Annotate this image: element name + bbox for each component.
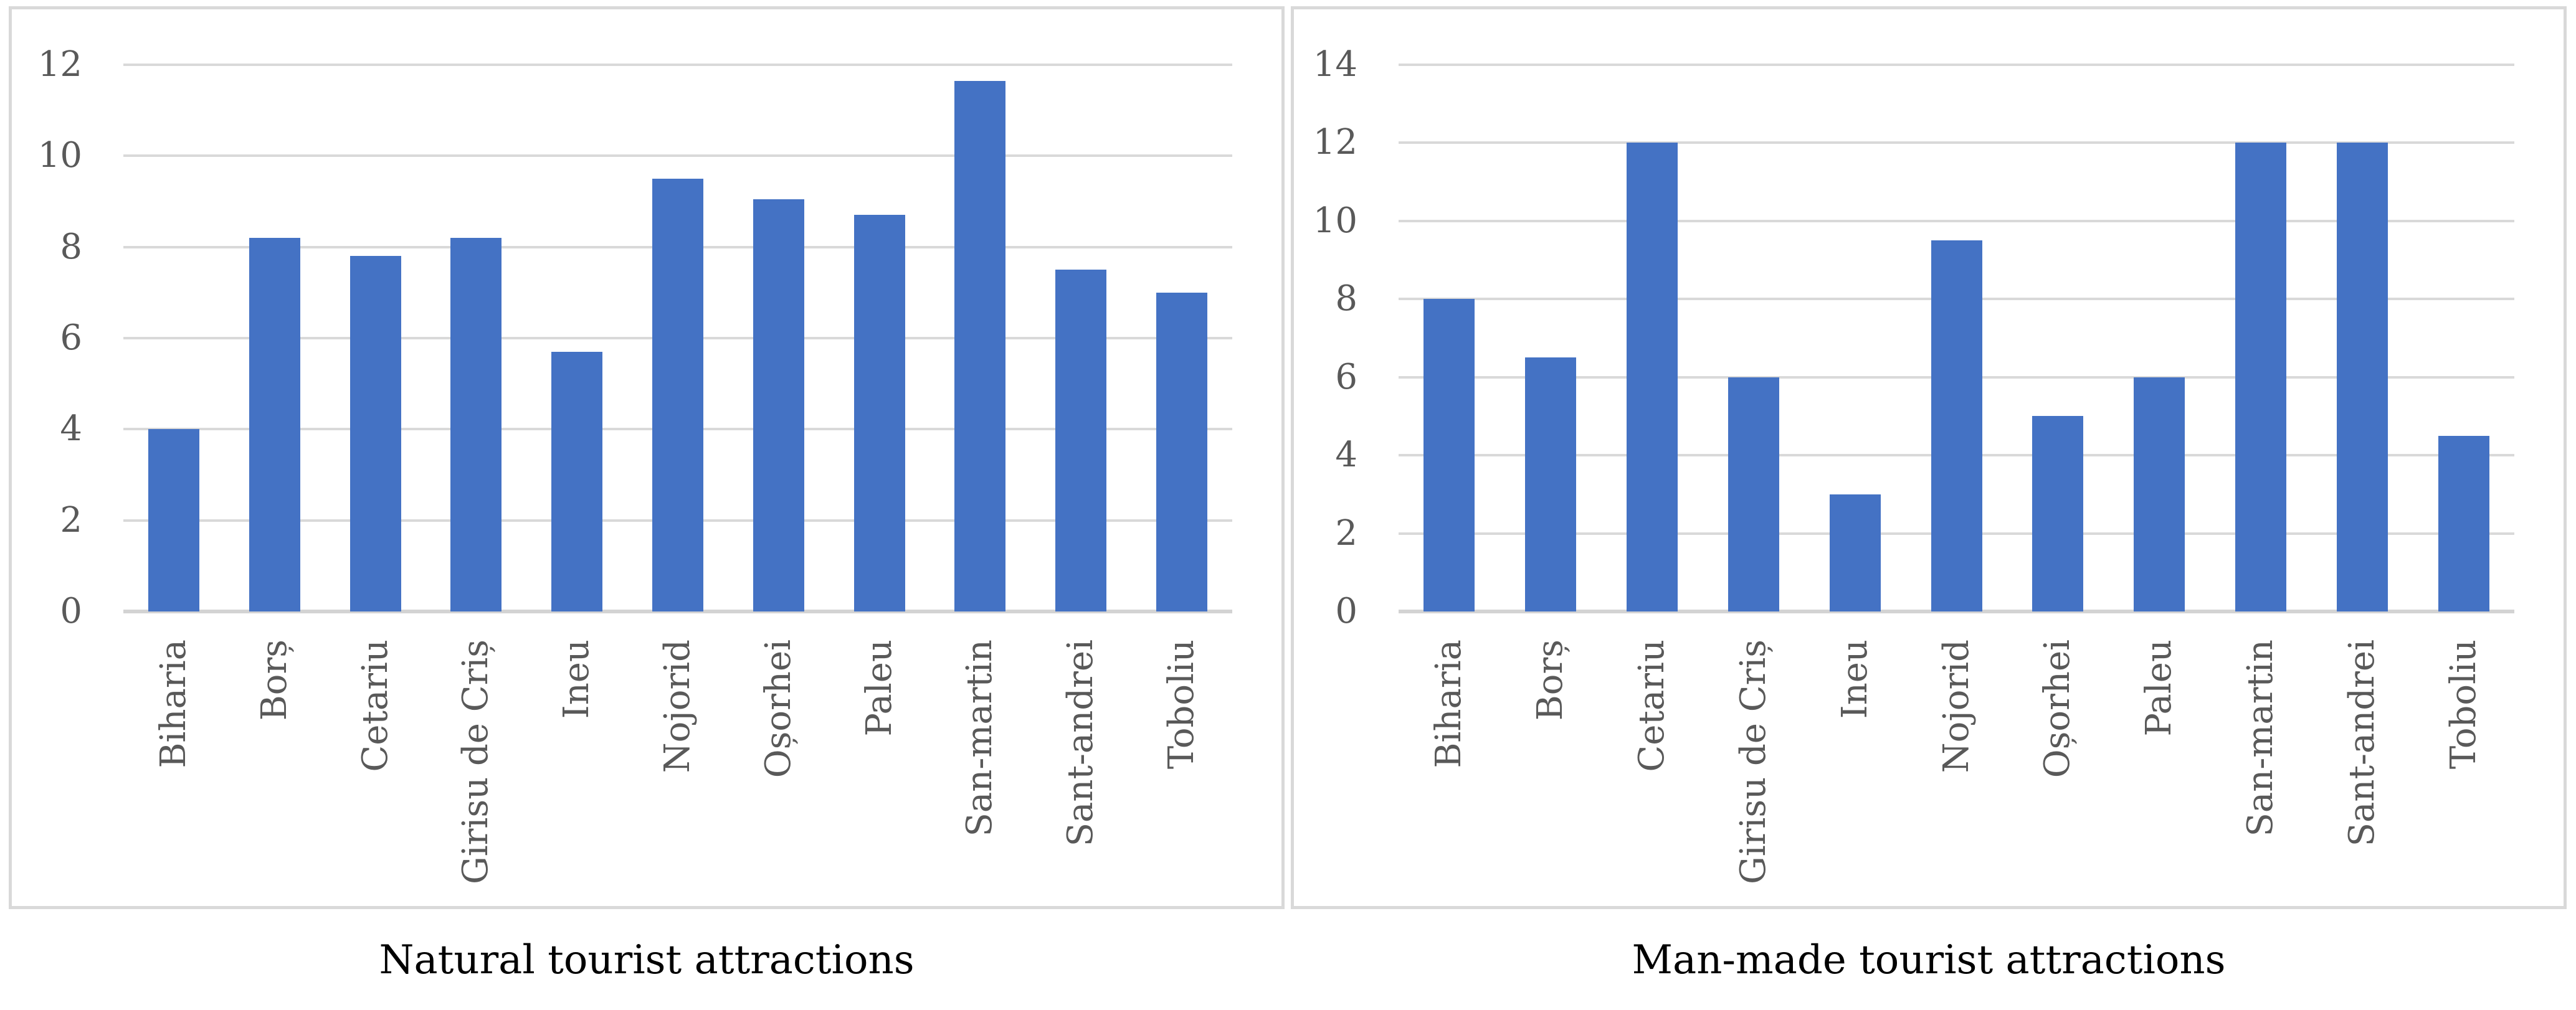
bar-oșorhei xyxy=(753,199,804,611)
x-category-label: Girisu de Criș xyxy=(455,640,497,884)
x-category-label: Oșorhei xyxy=(2037,640,2078,778)
x-category-label: Ineu xyxy=(1834,640,1875,719)
y-tick-label: 0 xyxy=(1335,591,1357,631)
x-category-label: Sant-andrei xyxy=(1060,640,1101,847)
gridline xyxy=(1399,64,2514,66)
bar-ineu xyxy=(551,351,603,611)
bar-biharia xyxy=(1423,299,1475,611)
chart-panel-manmade: 0 2 4 6 8 10 12 14 Biharia Borș Cetariu Girisu de C… xyxy=(1291,6,2567,909)
bar-cetariu xyxy=(1627,143,1678,611)
x-category-label: Biharia xyxy=(153,640,194,768)
y-tick-label: 6 xyxy=(1335,356,1357,397)
x-category-label: Oșorhei xyxy=(758,640,799,778)
bar-san-martin xyxy=(2235,143,2286,611)
chart-panel-natural: 0 2 4 6 8 10 12 Biharia Borș Cetariu Girisu de Cri… xyxy=(9,6,1285,909)
bar-borș xyxy=(1525,357,1577,611)
y-tick-label: 8 xyxy=(60,226,82,267)
bar-san-martin xyxy=(954,80,1006,611)
bar-toboliu xyxy=(2438,435,2489,611)
x-category-label: San-martin xyxy=(959,640,1000,837)
x-category-label: San-martin xyxy=(2240,640,2281,837)
bar-girisu-de-criș xyxy=(1728,377,1779,611)
y-tick-label: 2 xyxy=(60,499,82,540)
y-tick-label: 8 xyxy=(1335,278,1357,319)
x-category-label: Borș xyxy=(1530,640,1571,721)
bar-toboliu xyxy=(1156,292,1208,611)
plot-area-manmade: 0 2 4 6 8 10 12 14 Biharia Borș Cetariu Girisu de C… xyxy=(1313,47,2514,884)
x-category-label: Toboliu xyxy=(2443,640,2484,770)
x-category-label: Paleu xyxy=(858,640,900,737)
y-tick-label: 14 xyxy=(1313,44,1357,85)
gridline xyxy=(123,64,1232,66)
bar-nojorid xyxy=(652,178,703,611)
y-tick-label: 4 xyxy=(1335,435,1357,476)
y-tick-label: 10 xyxy=(1313,200,1357,241)
bar-sant-andrei xyxy=(2336,143,2388,611)
gridline xyxy=(1399,219,2514,222)
bar-ineu xyxy=(1829,494,1881,611)
x-category-label: Ineu xyxy=(556,640,597,719)
x-category-label: Nojorid xyxy=(657,640,698,773)
x-category-label: Biharia xyxy=(1428,640,1470,768)
bar-sant-andrei xyxy=(1055,270,1107,611)
bar-oșorhei xyxy=(2032,416,2084,611)
x-category-label: Paleu xyxy=(2139,640,2180,737)
y-tick-label: 10 xyxy=(37,135,82,176)
x-axis-line xyxy=(123,610,1232,613)
x-category-label: Borș xyxy=(254,640,295,721)
x-category-label: Girisu de Criș xyxy=(1732,640,1774,884)
x-category-label: Nojorid xyxy=(1936,640,1977,773)
bar-cetariu xyxy=(349,256,401,611)
x-category-label: Cetariu xyxy=(1632,640,1673,772)
y-tick-label: 0 xyxy=(60,591,82,631)
plot-area-natural: 0 2 4 6 8 10 12 Biharia Borș Cetariu Girisu de Cri… xyxy=(38,47,1232,884)
y-tick-label: 4 xyxy=(60,408,82,450)
gridline xyxy=(123,154,1232,158)
chart-caption-manmade: Man-made tourist attractions xyxy=(1632,937,2226,983)
bar-nojorid xyxy=(1931,240,1982,611)
x-category-label: Sant-andrei xyxy=(2341,640,2382,847)
bar-paleu xyxy=(853,215,905,611)
gridline xyxy=(1399,141,2514,144)
y-tick-label: 6 xyxy=(60,318,82,358)
bar-borș xyxy=(249,238,300,611)
y-tick-label: 12 xyxy=(1313,122,1357,163)
x-category-label: Toboliu xyxy=(1161,640,1202,770)
y-tick-label: 12 xyxy=(37,44,82,85)
bar-biharia xyxy=(148,429,199,611)
chart-caption-natural: Natural tourist attractions xyxy=(379,937,915,983)
y-tick-label: 2 xyxy=(1335,512,1357,554)
x-axis-line xyxy=(1399,610,2514,613)
bar-paleu xyxy=(2134,377,2185,611)
x-category-label: Cetariu xyxy=(354,640,396,772)
bar-girisu-de-criș xyxy=(450,238,502,611)
